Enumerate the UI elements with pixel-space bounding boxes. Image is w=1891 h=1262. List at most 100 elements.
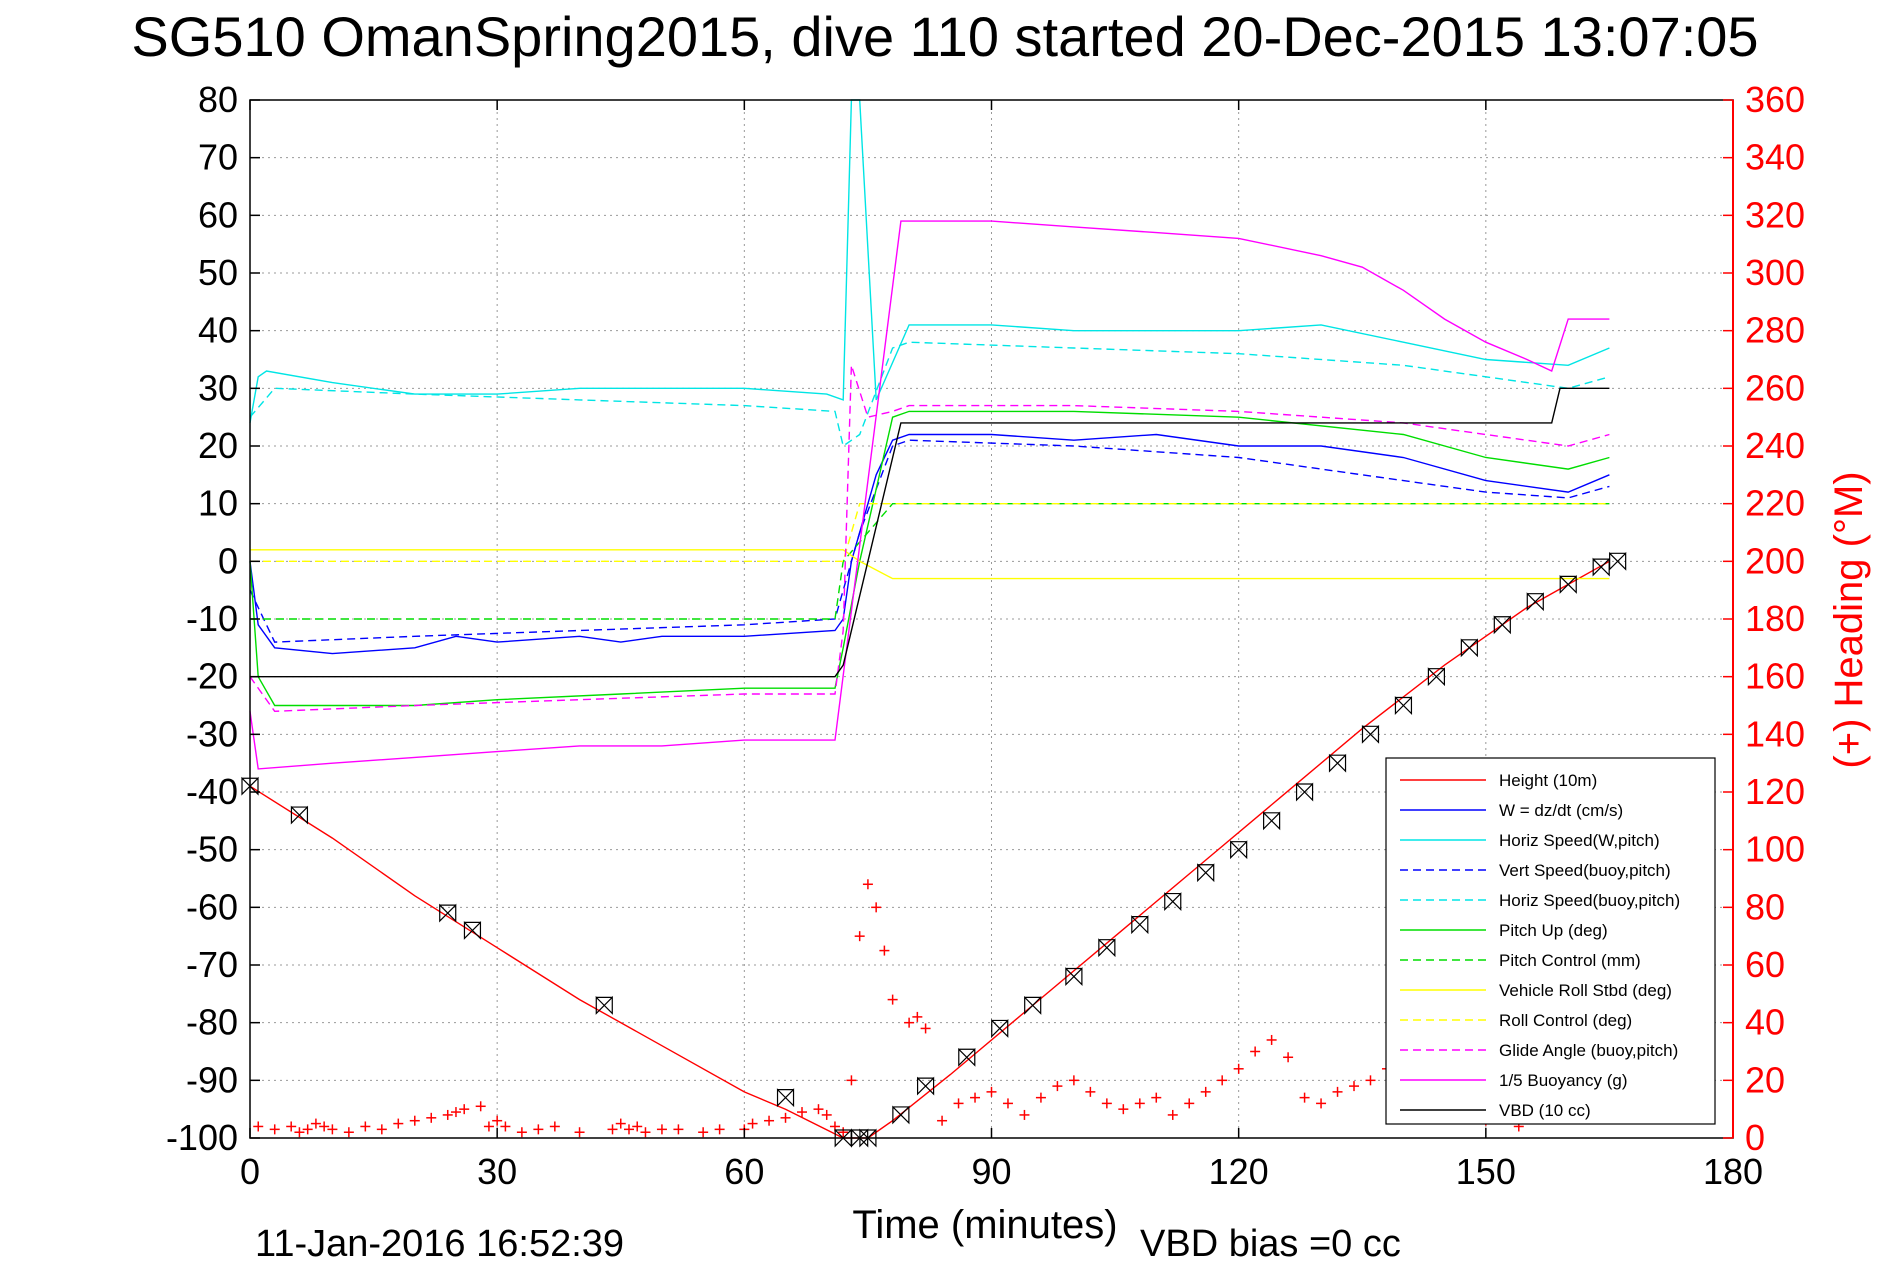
heading-point: [607, 1124, 618, 1135]
y-right-tick-label: 220: [1745, 483, 1805, 524]
legend-label: 1/5 Buoyancy (g): [1499, 1071, 1628, 1090]
series-line-5: [249, 410, 1610, 707]
heading-point: [673, 1124, 684, 1135]
legend-label: Glide Angle (buoy,pitch): [1499, 1041, 1678, 1060]
y-right-tick-label: 180: [1745, 598, 1805, 639]
heading-point: [1349, 1081, 1360, 1092]
height-marker: [1024, 995, 1042, 1015]
heading-point: [920, 1023, 931, 1034]
legend-label: Horiz Speed(buoy,pitch): [1499, 891, 1680, 910]
height-marker: [1131, 915, 1149, 935]
heading-point: [343, 1127, 354, 1138]
series-line-9: [249, 365, 1610, 713]
heading-point: [953, 1098, 964, 1109]
heading-point: [1052, 1081, 1063, 1092]
y-right-tick-label: 140: [1745, 713, 1805, 754]
heading-point: [821, 1109, 832, 1120]
legend-box: [1385, 757, 1716, 1125]
heading-point: [1200, 1086, 1211, 1097]
legend-entry: VBD (10 cc): [1400, 1101, 1591, 1120]
heading-point: [698, 1127, 709, 1138]
heading-point: [1283, 1052, 1294, 1063]
legend-label: Pitch Control (mm): [1499, 951, 1641, 970]
legend-label: Vert Speed(buoy,pitch): [1499, 861, 1671, 880]
heading-point: [1118, 1104, 1129, 1115]
height-marker: [892, 1105, 910, 1125]
height-marker: [991, 1018, 1009, 1038]
heading-point: [846, 1075, 857, 1086]
heading-point: [310, 1118, 321, 1129]
legend-entry: 1/5 Buoyancy (g): [1400, 1071, 1628, 1090]
legend-label: Height (10m): [1499, 771, 1597, 790]
heading-point: [533, 1124, 544, 1135]
heading-point: [483, 1121, 494, 1132]
height-marker: [1295, 782, 1314, 802]
series-line-1: [249, 433, 1610, 655]
height-marker: [1559, 574, 1577, 594]
heading-point: [294, 1127, 305, 1138]
heading-point: [632, 1121, 643, 1132]
heading-point: [516, 1127, 527, 1138]
height-marker: [1427, 667, 1445, 687]
height-marker: [1328, 753, 1347, 773]
height-marker: [595, 995, 613, 1015]
y-right-tick-label: 0: [1745, 1117, 1765, 1158]
series-line-10: [249, 220, 1610, 770]
heading-point: [615, 1118, 626, 1129]
y-tick-label: -30: [186, 713, 238, 754]
heading-point: [442, 1109, 453, 1120]
y-right-tick-label: 280: [1745, 310, 1805, 351]
y-right-tick-label: 60: [1745, 944, 1785, 985]
height-marker: [1361, 724, 1380, 744]
x-tick-label: 150: [1456, 1151, 1516, 1192]
y-tick-label: 50: [198, 252, 238, 293]
y-axis-left: -100-90-80-70-60-50-40-30-20-10010203040…: [166, 79, 260, 1158]
heading-point: [450, 1107, 461, 1118]
heading-point: [764, 1115, 775, 1126]
legend-entry: Height (10m): [1400, 771, 1597, 790]
height-marker: [1460, 638, 1478, 658]
y-tick-label: 40: [198, 310, 238, 351]
footer-vbd-bias: VBD bias =0 cc: [1140, 1223, 1401, 1262]
heading-point: [780, 1112, 791, 1123]
heading-point: [1316, 1098, 1327, 1109]
x-tick-label: 60: [724, 1151, 764, 1192]
height-marker: [1098, 938, 1116, 958]
height-marker: [463, 920, 482, 940]
y-tick-label: 30: [198, 367, 238, 408]
y-right-tick-label: 20: [1745, 1059, 1785, 1100]
height-marker: [776, 1088, 795, 1108]
legend-label: Vehicle Roll Stbd (deg): [1499, 981, 1672, 1000]
heading-point: [1184, 1098, 1195, 1109]
legend-label: Roll Control (deg): [1499, 1011, 1632, 1030]
y-tick-label: -20: [186, 656, 238, 697]
heading-point: [459, 1104, 470, 1115]
heading-point: [253, 1121, 264, 1132]
heading-point: [1250, 1046, 1261, 1057]
y-tick-label: 70: [198, 137, 238, 178]
heading-point: [1101, 1098, 1112, 1109]
x-axis: 0 30 60 90 120 150 180: [240, 100, 1763, 1192]
height-marker: [290, 805, 309, 825]
heading-point: [747, 1118, 758, 1129]
heading-point: [1217, 1075, 1228, 1086]
series-line-7: [250, 549, 1610, 580]
heading-point: [656, 1124, 667, 1135]
heading-point: [871, 902, 882, 913]
x-tick-label: 30: [477, 1151, 517, 1192]
legend-entry: Horiz Speed(buoy,pitch): [1400, 891, 1680, 910]
height-marker: [439, 903, 457, 923]
heading-point: [1134, 1098, 1145, 1109]
heading-point: [887, 994, 898, 1005]
height-marker: [1394, 696, 1413, 715]
heading-point: [797, 1107, 808, 1118]
heading-point: [1365, 1075, 1376, 1086]
height-marker: [1493, 615, 1511, 635]
y-tick-label: -70: [186, 944, 238, 985]
heading-point: [1068, 1075, 1079, 1086]
heading-point: [1035, 1092, 1046, 1103]
y-right-tick-label: 40: [1745, 1002, 1785, 1043]
legend-entry: Roll Control (deg): [1400, 1011, 1632, 1030]
legend-label: W = dz/dt (cm/s): [1499, 801, 1623, 820]
